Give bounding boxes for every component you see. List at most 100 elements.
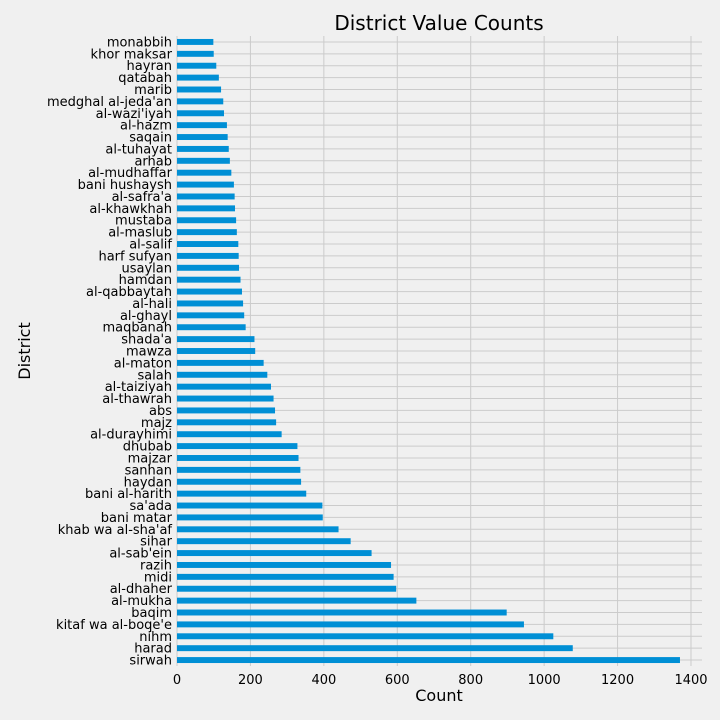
- bar: [177, 550, 372, 557]
- y-tick-label: baqim: [131, 606, 172, 621]
- y-tick-label: al-taiziyah: [105, 380, 172, 395]
- y-tick-label: shada'a: [121, 333, 172, 348]
- bar: [177, 395, 274, 402]
- bar: [177, 597, 417, 604]
- y-tick-label: haydan: [124, 475, 172, 490]
- bar: [177, 359, 264, 366]
- y-tick-label: al-maton: [114, 356, 172, 371]
- y-tick-label: hayran: [127, 59, 172, 74]
- y-tick-label: dhubab: [123, 440, 172, 455]
- bar: [177, 478, 302, 485]
- bar: [177, 193, 235, 200]
- bar: [177, 324, 246, 331]
- x-tick-label: 400: [311, 673, 336, 688]
- bar: [177, 181, 234, 188]
- bar: [177, 585, 397, 592]
- x-tick-label: 800: [458, 673, 483, 688]
- y-tick-label: al-mudhaffar: [88, 166, 173, 181]
- y-tick-label: monabbih: [107, 35, 172, 50]
- y-tick-label: sirwah: [129, 654, 172, 669]
- bar: [177, 621, 524, 628]
- y-tick-label: majz: [141, 416, 172, 431]
- bar: [177, 502, 323, 509]
- bar: [177, 241, 239, 247]
- bar: [177, 38, 214, 45]
- y-tick-label: al-wazi'iyah: [96, 107, 172, 122]
- y-tick-label: khor maksar: [91, 47, 173, 62]
- bar: [177, 157, 230, 164]
- bar: [177, 407, 276, 414]
- bar: [177, 538, 351, 545]
- y-tick-label: midi: [144, 570, 172, 585]
- y-tick-label: al-thawrah: [102, 392, 172, 407]
- x-axis-label: Count: [415, 686, 463, 705]
- y-tick-label: medghal al-jeda'an: [47, 95, 172, 110]
- y-tick-label: saqain: [129, 131, 172, 146]
- y-tick-label: harf sufyan: [98, 249, 172, 264]
- bar: [177, 169, 232, 176]
- y-tick-label: al-safra'a: [112, 190, 172, 205]
- y-tick-label: qatabah: [118, 71, 172, 86]
- bar: [177, 217, 237, 224]
- bar: [177, 288, 242, 295]
- x-tick-label: 1200: [601, 673, 634, 688]
- y-tick-label: bani hushaysh: [78, 178, 172, 193]
- bar: [177, 50, 214, 57]
- bar: [177, 62, 217, 69]
- y-tick-label: al-durayhimi: [90, 428, 172, 443]
- bar: [177, 514, 323, 521]
- x-tick-labels: 0 200 400 600 800 1000 1200 1400: [173, 673, 708, 688]
- y-tick-label: al-hazm: [120, 119, 172, 134]
- y-tick-label: arhab: [134, 154, 172, 169]
- bar: [177, 98, 224, 105]
- y-tick-label: salah: [137, 368, 172, 383]
- y-tick-label: sanhan: [125, 463, 172, 478]
- y-tick-label: harad: [134, 642, 172, 657]
- bar: [177, 312, 245, 319]
- bar: [177, 336, 255, 343]
- bar: [177, 455, 299, 461]
- y-tick-label: al-dhaher: [110, 582, 173, 597]
- bar: [177, 371, 268, 378]
- x-tick-label: 200: [238, 673, 263, 688]
- bar: [177, 348, 256, 354]
- bar: [177, 86, 222, 93]
- bar: [177, 573, 394, 580]
- x-tick-label: 600: [385, 673, 410, 688]
- bar: [177, 633, 554, 640]
- bar: [177, 74, 219, 81]
- bar: [177, 431, 282, 438]
- y-tick-label: bani al-harith: [85, 487, 172, 502]
- y-tick-label: marib: [134, 83, 172, 98]
- bar: [177, 443, 298, 450]
- y-tick-label: majzar: [128, 451, 173, 466]
- bar: [177, 419, 277, 426]
- bars: [177, 38, 680, 664]
- y-tick-label: al-qabbaytah: [86, 285, 172, 300]
- y-tick-label: al-maslub: [108, 226, 172, 241]
- chart-title: District Value Counts: [334, 11, 543, 35]
- bar: [177, 490, 307, 497]
- bar: [177, 645, 573, 652]
- bar: [177, 526, 339, 533]
- y-tick-label: mawza: [126, 345, 172, 360]
- y-tick-label: al-ghayl: [120, 309, 172, 324]
- bar: [177, 300, 244, 307]
- x-tick-label: 1400: [674, 673, 707, 688]
- x-tick-label: 0: [173, 673, 181, 688]
- x-tick-label: 1000: [528, 673, 561, 688]
- bar: [177, 466, 301, 473]
- bar: [177, 134, 228, 141]
- y-tick-label: maqbanah: [102, 321, 172, 336]
- bar: [177, 229, 237, 236]
- y-tick-label: usaylan: [122, 261, 173, 276]
- y-axis-label: District: [15, 322, 34, 379]
- y-tick-label: abs: [149, 404, 172, 419]
- bar: [177, 561, 392, 568]
- y-tick-label: al-hali: [132, 297, 172, 312]
- y-tick-label: sa'ada: [130, 499, 173, 514]
- bar: [177, 110, 224, 117]
- y-tick-label: al-tuhayat: [105, 142, 172, 157]
